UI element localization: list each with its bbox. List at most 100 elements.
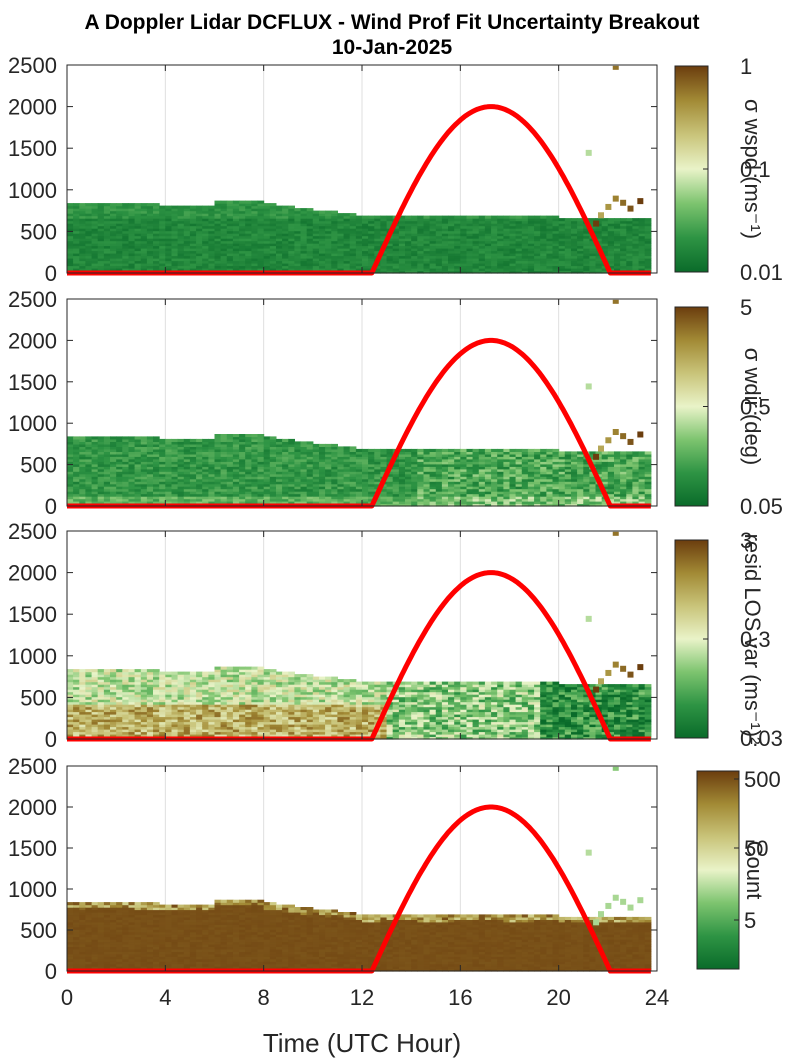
- heatmap-cell: [473, 216, 480, 219]
- heatmap-cell: [598, 212, 604, 218]
- heatmap-cell: [632, 218, 639, 221]
- heatmap-cell: [67, 669, 74, 672]
- y-tick-label: 1000: [8, 178, 57, 203]
- heatmap-cell: [258, 434, 265, 437]
- heatmap-cell: [141, 203, 148, 206]
- heatmap-cell: [116, 436, 123, 439]
- heatmap-cell: [282, 206, 289, 209]
- y-tick-label: 1500: [8, 370, 57, 395]
- heatmap-cell: [215, 201, 222, 204]
- heatmap-cell: [331, 211, 338, 214]
- heatmap-cell: [141, 436, 148, 439]
- figure-title: A Doppler Lidar DCFLUX - Wind Prof Fit U…: [84, 11, 699, 34]
- heatmap-cell: [602, 451, 609, 454]
- heatmap-cell: [387, 449, 394, 452]
- heatmap-cell: [98, 203, 105, 206]
- heatmap-cell: [460, 449, 467, 452]
- heatmap-cell: [344, 446, 351, 449]
- heatmap-cell: [319, 444, 326, 447]
- heatmap-cell: [264, 203, 271, 206]
- heatmap-cell: [270, 436, 277, 439]
- heatmap-cell: [424, 216, 431, 219]
- heatmap-cell: [98, 436, 105, 439]
- heatmap-cell: [282, 439, 289, 442]
- heatmap-cell: [221, 201, 228, 204]
- heatmap-cell: [178, 206, 185, 209]
- colorbar-tick-label: 1: [740, 54, 752, 79]
- heatmap-cell: [436, 449, 443, 452]
- heatmap-cell: [202, 439, 209, 442]
- heatmap-cell: [608, 451, 615, 454]
- heatmap-cell: [264, 436, 271, 439]
- heatmap-cell: [325, 211, 332, 214]
- heatmap-cell: [645, 218, 652, 221]
- heatmap-cell: [122, 436, 129, 439]
- y-tick-label: 500: [20, 219, 57, 244]
- heatmap-cell: [602, 218, 609, 221]
- heatmap-cell: [202, 206, 209, 209]
- heatmap-cell: [374, 449, 381, 452]
- heatmap-cell: [104, 436, 111, 439]
- heatmap-cell: [294, 208, 301, 211]
- heatmap-cell: [608, 218, 615, 221]
- heatmap-cell: [559, 218, 566, 221]
- heatmap-cell: [374, 216, 381, 219]
- y-tick-label: 1500: [8, 136, 57, 161]
- heatmap-cell: [233, 434, 240, 437]
- heatmap-cell: [350, 213, 357, 216]
- heatmap-cell: [239, 201, 246, 204]
- heatmap-cell: [227, 434, 234, 437]
- heatmap-cell: [510, 449, 517, 452]
- heatmap-cell: [208, 439, 215, 442]
- heatmap-cell: [540, 449, 547, 452]
- heatmap-cell: [85, 203, 92, 206]
- heatmap-cell: [522, 449, 529, 452]
- heatmap-cell: [546, 449, 553, 452]
- heatmap-cell: [276, 439, 283, 442]
- heatmap-cell: [196, 206, 203, 209]
- heatmap-cell: [251, 201, 258, 204]
- heatmap-cell: [467, 449, 474, 452]
- heatmap-cell: [586, 383, 592, 389]
- heatmap-cell: [79, 669, 86, 672]
- heatmap-cell: [387, 216, 394, 219]
- heatmap-cell: [129, 203, 136, 206]
- colorbar-tick-label: 0.01: [740, 260, 783, 285]
- heatmap-cell: [135, 436, 142, 439]
- heatmap-cell: [605, 437, 611, 443]
- heatmap-cell: [613, 66, 619, 70]
- heatmap-cell: [380, 449, 387, 452]
- heatmap-cell: [491, 449, 498, 452]
- heatmap-cell: [325, 444, 332, 447]
- heatmap-cell: [368, 216, 375, 219]
- heatmap-cell: [491, 216, 498, 219]
- heatmap-cell: [233, 201, 240, 204]
- heatmap-cell: [135, 203, 142, 206]
- heatmap-cell: [516, 449, 523, 452]
- heatmap-cell: [221, 434, 228, 437]
- heatmap-cell: [380, 216, 387, 219]
- heatmap-cell: [417, 216, 424, 219]
- heatmap-cell: [639, 451, 646, 454]
- heatmap-cell: [276, 206, 283, 209]
- y-tick-label: 2000: [8, 328, 57, 353]
- heatmap-cell: [473, 449, 480, 452]
- heatmap-cell: [628, 206, 634, 212]
- heatmap-cell: [460, 216, 467, 219]
- heatmap-cell: [147, 436, 154, 439]
- heatmap-cell: [448, 449, 455, 452]
- heatmap-cell: [307, 208, 314, 211]
- heatmap-cell: [559, 451, 566, 454]
- heatmap-cell: [153, 203, 160, 206]
- heatmap-cell: [593, 221, 599, 227]
- heatmap-cell: [467, 216, 474, 219]
- heatmap-cell: [215, 434, 222, 437]
- heatmap-cell: [614, 451, 621, 454]
- heatmap-cell: [92, 436, 99, 439]
- heatmap-cell: [227, 201, 234, 204]
- colorbar-tick-label: 5: [740, 295, 752, 320]
- heatmap-cell: [350, 446, 357, 449]
- heatmap-cell: [147, 203, 154, 206]
- heatmap-cell: [620, 218, 627, 221]
- heatmap-cell: [73, 436, 80, 439]
